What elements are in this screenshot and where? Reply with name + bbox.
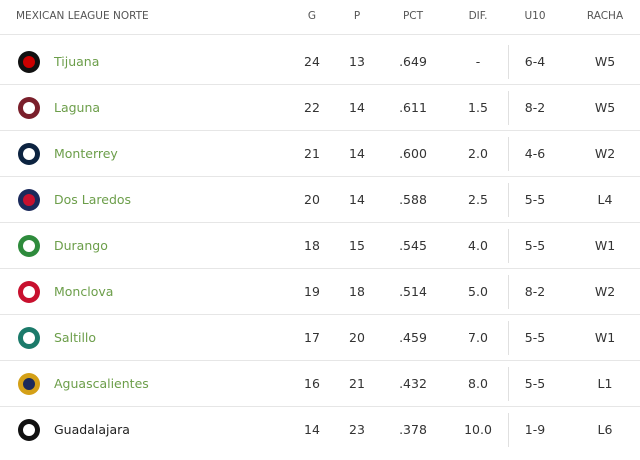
team-logo — [18, 143, 40, 165]
team-name[interactable]: Saltillo — [54, 330, 97, 345]
column-separator — [508, 275, 509, 309]
stat-cell: 14 — [349, 100, 365, 115]
column-separator — [508, 183, 509, 217]
stat-cell: 5-5 — [524, 330, 546, 345]
team-name[interactable]: Dos Laredos — [54, 192, 132, 207]
stat-cell: 15 — [349, 238, 365, 253]
column-separator — [508, 367, 509, 401]
stat-cell: 18 — [349, 284, 365, 299]
stat-cell: .649 — [399, 54, 427, 69]
row-separator — [0, 360, 640, 361]
stat-cell: .378 — [399, 422, 427, 437]
header-label: G — [307, 10, 317, 22]
stat-cell: 2.5 — [468, 192, 488, 207]
stat-cell: L4 — [597, 192, 613, 207]
stat-cell: 22 — [304, 100, 320, 115]
row-separator — [0, 34, 640, 35]
stat-cell: 21 — [304, 146, 320, 161]
stat-cell: 5.0 — [468, 284, 488, 299]
team-logo — [18, 281, 40, 303]
team-name[interactable]: Aguascalientes — [54, 376, 149, 391]
stat-cell: .514 — [399, 284, 427, 299]
stat-cell: W1 — [594, 238, 616, 253]
stat-cell: 19 — [304, 284, 320, 299]
team-logo — [18, 373, 40, 395]
stat-cell: 16 — [304, 376, 320, 391]
stat-cell: 8-2 — [524, 284, 546, 299]
stat-cell: L6 — [597, 422, 613, 437]
row-separator — [0, 314, 640, 315]
header-label: P — [353, 10, 361, 22]
column-separator — [508, 137, 509, 171]
row-separator — [0, 130, 640, 131]
team-name[interactable]: Durango — [54, 238, 108, 253]
header-label: DIF. — [468, 10, 488, 22]
team-name[interactable]: Tijuana — [54, 54, 100, 69]
stat-cell: W1 — [594, 330, 616, 345]
team-logo — [18, 189, 40, 211]
stat-cell: W5 — [594, 100, 616, 115]
stat-cell: 23 — [349, 422, 365, 437]
stat-cell: 17 — [304, 330, 320, 345]
team-name[interactable]: Monterrey — [54, 146, 118, 161]
team-name[interactable]: Monclova — [54, 284, 114, 299]
stat-cell: 8.0 — [468, 376, 488, 391]
column-separator — [508, 91, 509, 125]
stat-cell: 14 — [349, 192, 365, 207]
team-name[interactable]: Laguna — [54, 100, 101, 115]
stat-cell: 14 — [349, 146, 365, 161]
stat-cell: 21 — [349, 376, 365, 391]
stat-cell: 5-5 — [524, 192, 546, 207]
header-label: MEXICAN LEAGUE NORTE — [16, 10, 149, 22]
stat-cell: 20 — [349, 330, 365, 345]
stat-cell: .600 — [399, 146, 427, 161]
stat-cell: .459 — [399, 330, 427, 345]
stat-cell: 5-5 — [524, 238, 546, 253]
stat-cell: 13 — [349, 54, 365, 69]
header-label: U10 — [524, 10, 546, 22]
row-separator — [0, 406, 640, 407]
team-logo — [18, 97, 40, 119]
stat-cell: W2 — [594, 146, 616, 161]
stat-cell: .432 — [399, 376, 427, 391]
row-separator — [0, 176, 640, 177]
column-separator — [508, 229, 509, 263]
row-separator — [0, 222, 640, 223]
column-separator — [508, 413, 509, 447]
stat-cell: 7.0 — [468, 330, 488, 345]
row-separator — [0, 84, 640, 85]
header-label: RACHA — [586, 10, 624, 22]
stat-cell: 1.5 — [468, 100, 488, 115]
stat-cell: .611 — [399, 100, 427, 115]
column-separator — [508, 45, 509, 79]
team-logo — [18, 235, 40, 257]
stat-cell: W2 — [594, 284, 616, 299]
stat-cell: 10.0 — [464, 422, 492, 437]
column-separator — [508, 321, 509, 355]
stat-cell: 6-4 — [524, 54, 546, 69]
row-separator — [0, 268, 640, 269]
stat-cell: - — [475, 54, 481, 69]
stat-cell: 4-6 — [524, 146, 546, 161]
stat-cell: 2.0 — [468, 146, 488, 161]
team-logo — [18, 51, 40, 73]
stat-cell: 20 — [304, 192, 320, 207]
stat-cell: L1 — [597, 376, 613, 391]
stat-cell: .545 — [399, 238, 427, 253]
stat-cell: W5 — [594, 54, 616, 69]
stat-cell: 14 — [304, 422, 320, 437]
header-label: PCT — [402, 10, 424, 22]
stat-cell: 24 — [304, 54, 320, 69]
stat-cell: 8-2 — [524, 100, 546, 115]
team-name: Guadalajara — [54, 422, 130, 437]
team-logo — [18, 327, 40, 349]
stat-cell: 4.0 — [468, 238, 488, 253]
stat-cell: 1-9 — [524, 422, 546, 437]
stat-cell: 5-5 — [524, 376, 546, 391]
stat-cell: .588 — [399, 192, 427, 207]
stat-cell: 18 — [304, 238, 320, 253]
team-logo — [18, 419, 40, 441]
